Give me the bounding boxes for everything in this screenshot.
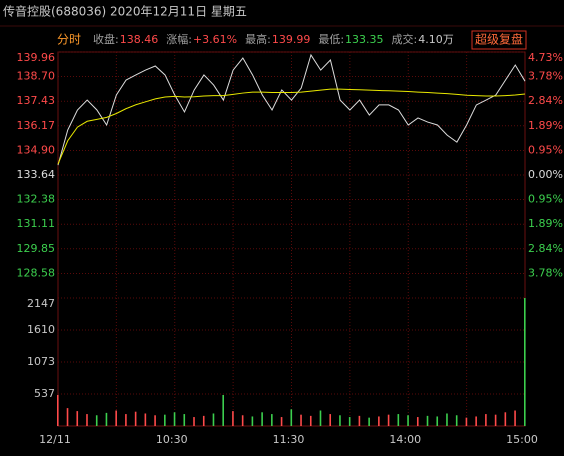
volume-bar <box>66 408 69 426</box>
volume-bar <box>154 415 156 426</box>
y-tick-label: 537 <box>34 387 55 400</box>
page-title: 传音控股(688036) 2020年12月11日 星期五 <box>3 4 247 19</box>
volume-bar <box>241 415 244 426</box>
button-frame[interactable] <box>471 30 527 50</box>
volume-bar <box>280 417 283 426</box>
volume-bar <box>212 413 215 426</box>
quote-label: 涨幅: <box>166 33 192 46</box>
volume-bar <box>514 410 516 426</box>
y-tick-label: 1610 <box>27 323 55 336</box>
y-tick-label: 133.64 <box>17 168 56 181</box>
y-tick-label: 139.96 <box>17 51 56 64</box>
volume-bar <box>436 416 439 426</box>
y-tick-label: 131.11 <box>17 217 56 230</box>
volume-bar <box>173 412 176 426</box>
volume-bar <box>416 417 419 426</box>
series-line <box>57 53 526 166</box>
quote-value: 4.10万 <box>418 33 454 46</box>
quote-value: +3.61% <box>193 33 237 46</box>
volume-bar <box>339 415 341 426</box>
volume-bar <box>134 411 137 426</box>
series-line <box>57 88 526 165</box>
y2-tick-label: 3.78% <box>528 70 563 83</box>
volume-bar <box>475 416 477 426</box>
y-tick-label: 134.90 <box>17 143 56 156</box>
volume-bar <box>329 414 332 426</box>
volume-bar <box>358 415 361 426</box>
y-tick-label: 132.38 <box>17 193 56 206</box>
volume-bar <box>251 416 254 426</box>
volume-bar <box>368 417 370 426</box>
y-tick-label: 136.17 <box>17 119 56 132</box>
volume-bar <box>222 394 224 426</box>
quote-label: 收盘: <box>93 32 119 46</box>
x-tick-label: 11:30 <box>273 433 305 446</box>
volume-bar <box>407 415 409 426</box>
quote-value: 133.35 <box>345 33 384 46</box>
volume-bar <box>494 414 497 426</box>
y-tick-label: 137.43 <box>17 94 56 107</box>
tab[interactable]: 分时 <box>57 33 81 47</box>
volume-bar <box>125 414 127 426</box>
volume-bar <box>76 411 79 426</box>
volume-bar <box>387 414 390 426</box>
volume-bar <box>319 410 322 426</box>
x-tick-label: 15:00 <box>506 433 538 446</box>
x-tick-label: 14:00 <box>389 433 421 446</box>
y-tick-label: 2147 <box>27 297 55 310</box>
volume-bar <box>95 415 98 426</box>
volume-bar <box>232 411 234 426</box>
y2-tick-label: 2.84% <box>528 94 563 107</box>
y2-tick-label: 0.00% <box>528 168 563 181</box>
quote-label: 成交: <box>392 32 418 46</box>
volume-bar <box>378 416 380 426</box>
y-tick-label: 1073 <box>27 355 55 368</box>
volume-bar <box>271 414 273 426</box>
quote-label: 最高: <box>245 32 271 46</box>
volume-bar <box>300 414 302 426</box>
volume-bar <box>86 414 88 426</box>
y2-tick-label: 0.95% <box>528 193 563 206</box>
volume-bar <box>348 417 351 426</box>
volume-bar <box>164 414 166 426</box>
volume-bar <box>504 412 507 426</box>
x-tick-label: 10:30 <box>156 433 188 446</box>
volume-bar <box>465 417 468 426</box>
quote-label: 最低: <box>318 33 344 46</box>
volume-bar <box>309 415 312 426</box>
volume-bar <box>290 409 293 426</box>
y2-tick-label: 2.84% <box>528 242 563 255</box>
volume-bar <box>105 412 108 426</box>
volume-bar <box>446 413 448 426</box>
y-tick-label: 138.70 <box>17 70 56 83</box>
volume-bar <box>183 414 186 426</box>
y2-tick-label: 3.78% <box>528 266 563 279</box>
y-tick-label: 128.58 <box>17 266 56 279</box>
x-tick-label: 12/11 <box>39 433 71 446</box>
y2-tick-label: 4.73% <box>528 51 563 64</box>
volume-bar <box>455 415 458 426</box>
volume-bar <box>144 413 147 426</box>
volume-bar <box>202 415 205 426</box>
volume-bar <box>426 415 429 426</box>
quote-value: 139.99 <box>272 33 311 46</box>
quote-value: 138.46 <box>120 33 159 46</box>
y2-tick-label: 1.89% <box>528 217 563 230</box>
volume-bar <box>524 298 526 426</box>
y2-tick-label: 1.89% <box>528 119 563 132</box>
volume-bar <box>115 410 117 426</box>
y2-tick-label: 0.95% <box>528 143 563 156</box>
volume-bar <box>485 414 487 426</box>
volume-bar <box>193 417 195 426</box>
volume-bar <box>57 394 59 426</box>
volume-bar <box>261 412 263 426</box>
y-tick-label: 129.85 <box>17 242 56 255</box>
volume-bar <box>397 414 400 426</box>
replay-button[interactable]: 超级复盘 <box>475 32 523 47</box>
